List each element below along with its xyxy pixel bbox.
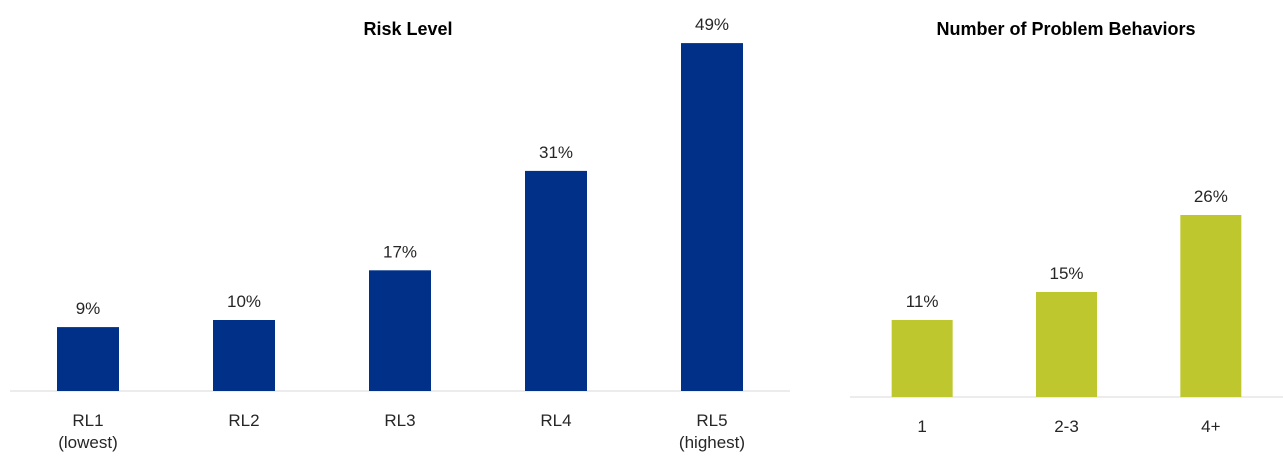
data-label: 26% <box>1194 187 1228 206</box>
tick-label: (lowest) <box>58 433 118 452</box>
chart-title-problem-behaviors: Number of Problem Behaviors <box>936 19 1195 39</box>
data-label: 31% <box>539 143 573 162</box>
tick-label: (highest) <box>679 433 745 452</box>
data-label: 49% <box>695 15 729 34</box>
bar <box>525 170 587 391</box>
tick-label: RL5 <box>696 411 727 430</box>
data-label: 9% <box>76 299 101 318</box>
bar <box>1036 292 1097 397</box>
tick-label: RL2 <box>228 411 259 430</box>
bar <box>369 270 431 391</box>
tick-label: RL4 <box>540 411 571 430</box>
data-label: 15% <box>1049 264 1083 283</box>
data-label: 10% <box>227 292 261 311</box>
bar <box>213 320 275 391</box>
tick-label: RL3 <box>384 411 415 430</box>
tick-label: 4+ <box>1201 417 1220 436</box>
data-label: 17% <box>383 242 417 261</box>
data-label: 11% <box>906 292 939 311</box>
chart-title-risk-level: Risk Level <box>363 19 452 39</box>
problem-behaviors-chart: Number of Problem Behaviors 11% 1 15% 2-3 26… <box>850 19 1283 436</box>
tick-label: RL1 <box>72 411 103 430</box>
tick-label: 1 <box>917 417 926 436</box>
bar <box>681 43 743 391</box>
bar <box>57 327 119 391</box>
bar <box>891 320 953 397</box>
bar <box>1180 215 1242 397</box>
risk-level-chart: Risk Level 9% RL1 (lowest) 10% RL2 17% RL3 31% R… <box>10 15 790 452</box>
tick-label: 2-3 <box>1054 417 1079 436</box>
